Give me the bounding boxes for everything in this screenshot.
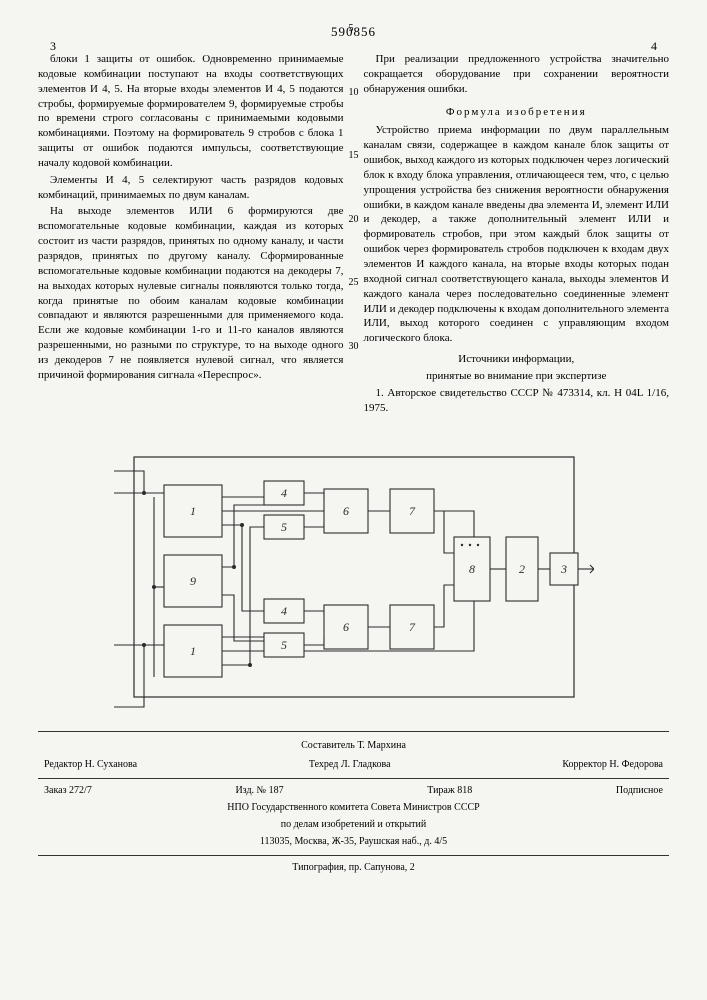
- izd-num: Изд. № 187: [235, 783, 283, 798]
- org-line1: НПО Государственного комитета Совета Мин…: [38, 800, 669, 815]
- footer: Составитель Т. Мархина Редактор Н. Сухан…: [38, 731, 669, 875]
- left-p3: На выходе элементов ИЛИ 6 формируются дв…: [38, 204, 344, 382]
- svg-text:1: 1: [190, 504, 196, 518]
- signature: Подписное: [616, 783, 663, 798]
- svg-text:9: 9: [190, 574, 196, 588]
- left-column: 3 блоки 1 защиты от ошибок. Одновременно…: [38, 52, 344, 417]
- line-num: 10: [349, 86, 359, 100]
- sources-title: Источники информации,: [364, 352, 670, 367]
- svg-text:8: 8: [469, 562, 475, 576]
- corrector: Корректор Н. Федорова: [562, 757, 663, 772]
- svg-text:5: 5: [281, 520, 287, 534]
- line-num: 30: [349, 340, 359, 354]
- col-num-right: 4: [651, 38, 657, 54]
- typography: Типография, пр. Сапунова, 2: [38, 855, 669, 875]
- svg-text:4: 4: [281, 604, 287, 618]
- svg-text:7: 7: [409, 620, 416, 634]
- order-num: Заказ 272/7: [44, 783, 92, 798]
- line-number-gutter: 5 10 15 20 25 30: [349, 22, 359, 353]
- tech-editor: Техред Л. Гладкова: [309, 757, 391, 772]
- org-line2: по делам изобретений и открытий: [38, 817, 669, 832]
- svg-text:6: 6: [343, 620, 349, 634]
- line-num: 5: [349, 22, 359, 36]
- text-columns: 3 блоки 1 защиты от ошибок. Одновременно…: [38, 52, 669, 417]
- right-column: 4 При реализации предложенного устройств…: [364, 52, 670, 417]
- compiler: Составитель Т. Мархина: [38, 738, 669, 753]
- sources-item: 1. Авторское свидетельство СССР № 473314…: [364, 386, 670, 416]
- line-num: 20: [349, 213, 359, 227]
- address: 113035, Москва, Ж-35, Раушская наб., д. …: [38, 834, 669, 849]
- editor: Редактор Н. Суханова: [44, 757, 137, 772]
- svg-text:6: 6: [343, 504, 349, 518]
- svg-text:3: 3: [560, 562, 567, 576]
- tirazh: Тираж 818: [427, 783, 472, 798]
- line-num: 15: [349, 149, 359, 163]
- block-diagram: 1 9 1 4 5 4 5 6 6 7 7 8 2 3: [114, 437, 594, 717]
- line-num: 25: [349, 276, 359, 290]
- svg-text:2: 2: [519, 562, 525, 576]
- left-p2: Элементы И 4, 5 селектируют часть разряд…: [38, 173, 344, 203]
- svg-text:4: 4: [281, 486, 287, 500]
- svg-text:7: 7: [409, 504, 416, 518]
- svg-text:5: 5: [281, 638, 287, 652]
- right-p2: Устройство приема информации по двум пар…: [364, 123, 670, 346]
- formula-title: Формула изобретения: [364, 105, 670, 120]
- sources-sub: принятые во внимание при экспертизе: [364, 369, 670, 384]
- left-p1: блоки 1 защиты от ошибок. Одновременно п…: [38, 52, 344, 171]
- svg-text:1: 1: [190, 644, 196, 658]
- right-p1: При реализации предложенного устройства …: [364, 52, 670, 97]
- col-num-left: 3: [50, 38, 56, 54]
